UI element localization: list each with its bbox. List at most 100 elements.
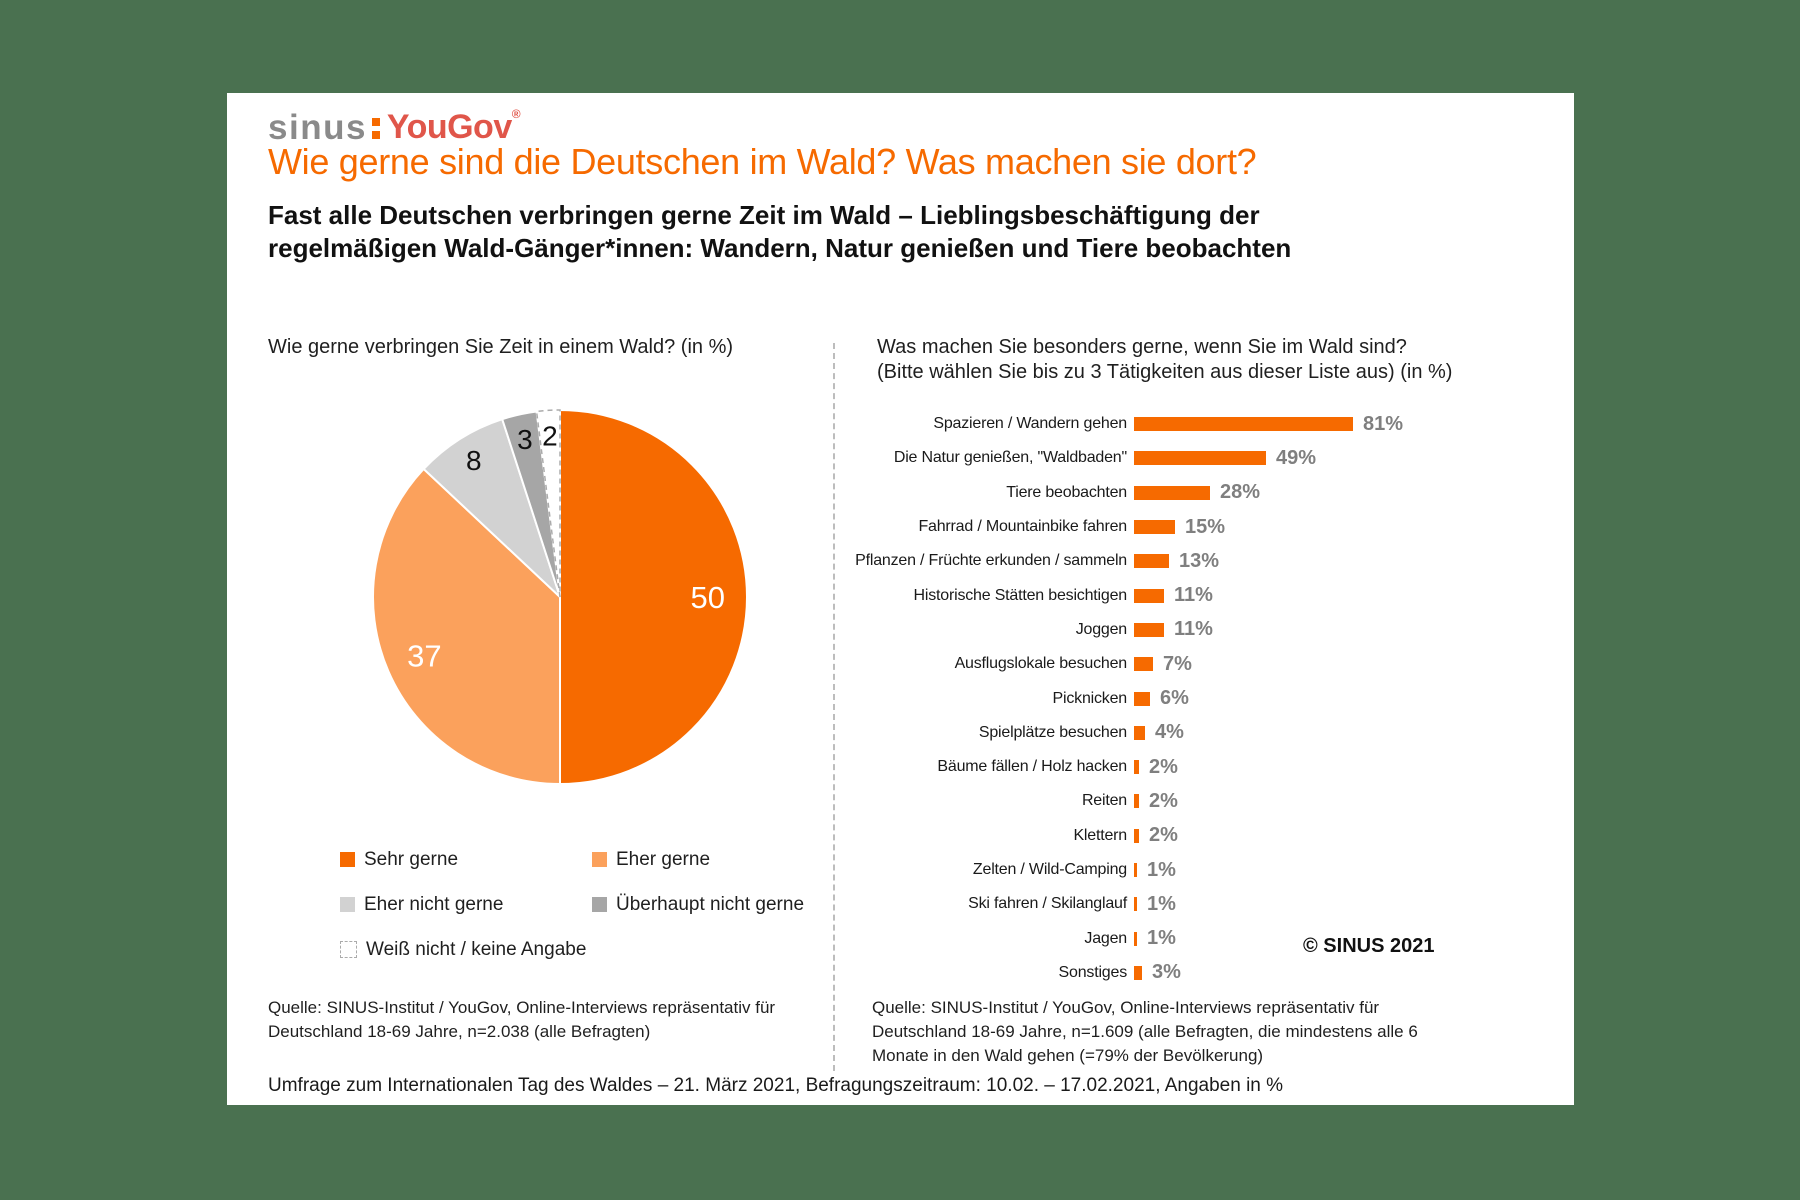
pie-slice-2	[422, 417, 561, 598]
legend-label-0: Sehr gerne	[364, 848, 459, 870]
pie-slice-label-3: 3	[517, 424, 533, 455]
bar-fill-7	[1134, 657, 1153, 672]
legend-label-2: Eher nicht gerne	[364, 893, 504, 915]
bar-row-3: Fahrrad / Mountainbike fahren 15%	[842, 510, 1552, 544]
legend-label-4: Weiß nicht / keine Angabe	[366, 938, 587, 960]
bar-fill-8	[1134, 691, 1150, 706]
bar-value-label-4: 13%	[1179, 549, 1220, 572]
bar-source-line-2: Deutschland 18-69 Jahre, n=1.609 (alle B…	[872, 1022, 1418, 1041]
bar-fill-13	[1134, 863, 1137, 877]
bar-fill-9	[1134, 725, 1145, 740]
bar-fill-1	[1134, 451, 1266, 466]
pie-source-line-2: Deutschland 18-69 Jahre, n=2.038 (alle B…	[268, 1022, 651, 1041]
bar-category-label-3: Fahrrad / Mountainbike fahren	[918, 518, 1127, 536]
bar-value-label-10: 2%	[1149, 755, 1178, 778]
pie-chart-svg: 50 37 8 3 2	[372, 408, 748, 786]
survey-footnote: Umfrage zum Internationalen Tag des Wald…	[268, 1075, 1284, 1096]
pie-source-line-1: Quelle: SINUS-Institut / YouGov, Online-…	[268, 998, 776, 1017]
infographic-card: sinus YouGov® Wie gerne sind die Deutsch…	[227, 93, 1574, 1105]
bar-row-0: Spazieren / Wandern gehen 81%	[842, 407, 1552, 441]
copyright-note: © SINUS 2021	[1303, 935, 1435, 957]
pie-slice-label-4: 2	[542, 421, 558, 452]
legend-item-2: Eher nicht gerne	[340, 894, 592, 916]
legend-swatch-2	[340, 897, 355, 912]
pie-slice-4	[535, 409, 561, 598]
bar-source-note: Quelle: SINUS-Institut / YouGov, Online-…	[872, 996, 1418, 1068]
bar-row-9: Spielplätze besuchen 4%	[842, 716, 1552, 750]
page-subtitle: Fast alle Deutschen verbringen gerne Zei…	[268, 199, 1291, 265]
legend-item-4: Weiß nicht / keine Angabe	[340, 939, 592, 961]
bar-fill-16	[1134, 965, 1142, 980]
pie-slice-label-2: 8	[466, 445, 482, 476]
bar-category-label-6: Joggen	[1075, 620, 1127, 638]
bar-fill-11	[1134, 794, 1139, 809]
bar-value-label-9: 4%	[1155, 721, 1184, 744]
legend-swatch-4	[340, 941, 357, 958]
bar-value-label-7: 7%	[1163, 652, 1192, 675]
bar-category-label-12: Klettern	[1073, 826, 1127, 844]
bar-category-label-2: Tiere beobachten	[1006, 483, 1127, 501]
bar-fill-4	[1134, 554, 1169, 569]
bar-category-label-10: Bäume fällen / Holz hacken	[937, 758, 1127, 776]
bar-row-12: Klettern 2%	[842, 819, 1552, 853]
pie-slice-0	[559, 408, 748, 786]
bar-row-10: Bäume fällen / Holz hacken 2%	[842, 750, 1552, 784]
legend-label-3: Überhaupt nicht gerne	[616, 893, 805, 915]
bar-row-14: Ski fahren / Skilanglauf 1%	[842, 887, 1552, 921]
bar-value-label-14: 1%	[1147, 892, 1176, 915]
bar-row-6: Joggen 11%	[842, 613, 1552, 647]
registered-mark: ®	[511, 107, 521, 121]
bar-value-label-11: 2%	[1149, 789, 1178, 812]
bar-category-label-4: Pflanzen / Früchte erkunden / sammeln	[855, 552, 1127, 570]
bar-category-label-8: Picknicken	[1052, 689, 1128, 707]
bar-row-4: Pflanzen / Früchte erkunden / sammeln 13%	[842, 544, 1552, 578]
bar-category-label-14: Ski fahren / Skilanglauf	[968, 895, 1127, 913]
bar-row-2: Tiere beobachten 28%	[842, 476, 1552, 510]
bar-value-label-15: 1%	[1147, 927, 1176, 950]
pie-legend: Sehr gerne Eher gerne Eher nicht gerne Über…	[340, 837, 804, 972]
sinus-logo-colon-icon	[371, 117, 380, 139]
subtitle-line-1: Fast alle Deutschen verbringen gerne Zei…	[268, 200, 1260, 230]
pie-slice-label-1: 37	[407, 639, 441, 674]
legend-swatch-1	[592, 852, 607, 867]
bar-row-13: Zelten / Wild-Camping 1%	[842, 853, 1552, 887]
sinus-logo-text: sinus	[268, 107, 367, 147]
bar-value-label-8: 6%	[1160, 687, 1189, 710]
legend-item-1: Eher gerne	[592, 849, 804, 871]
bar-fill-2	[1134, 485, 1210, 500]
pie-chart-question: Wie gerne verbringen Sie Zeit in einem W…	[268, 336, 734, 358]
bar-fill-5	[1134, 588, 1164, 603]
bar-value-label-0: 81%	[1363, 412, 1404, 435]
pie-source-note: Quelle: SINUS-Institut / YouGov, Online-…	[268, 996, 775, 1044]
bar-row-1: Die Natur genießen, "Waldbaden" 49%	[842, 441, 1552, 475]
pie-slice-3	[500, 410, 561, 598]
bar-row-16: Sonstiges 3%	[842, 956, 1552, 990]
legend-item-0: Sehr gerne	[340, 849, 592, 871]
bar-row-15: Jagen 1%	[842, 921, 1552, 955]
bar-fill-14	[1134, 897, 1137, 912]
bar-chart: Spazieren / Wandern gehen 81% Die Natur ge…	[842, 407, 1552, 990]
bar-value-label-2: 28%	[1220, 481, 1261, 504]
bar-chart-question: Was machen Sie besonders gerne, wenn Sie…	[877, 335, 1452, 385]
bar-fill-0	[1134, 417, 1353, 432]
bar-category-label-1: Die Natur genießen, "Waldbaden"	[893, 449, 1127, 467]
legend-swatch-0	[340, 852, 355, 867]
bar-row-8: Picknicken 6%	[842, 681, 1552, 715]
bar-source-line-3: Monate in den Wald gehen (=79% der Bevöl…	[872, 1046, 1264, 1065]
bar-value-label-16: 3%	[1152, 961, 1181, 984]
bar-value-label-3: 15%	[1185, 515, 1226, 538]
bar-category-label-11: Reiten	[1081, 792, 1127, 810]
bar-value-label-12: 2%	[1149, 824, 1178, 847]
bar-fill-10	[1134, 760, 1139, 775]
bar-fill-12	[1134, 828, 1139, 843]
bar-category-label-13: Zelten / Wild-Camping	[972, 861, 1127, 878]
legend-item-3: Überhaupt nicht gerne	[592, 894, 804, 916]
bar-category-label-5: Historische Stätten besichtigen	[913, 586, 1128, 604]
bar-category-label-7: Ausflugslokale besuchen	[954, 655, 1128, 673]
legend-swatch-3	[592, 897, 607, 912]
bar-category-label-0: Spazieren / Wandern gehen	[933, 415, 1127, 433]
bar-category-label-9: Spielplätze besuchen	[978, 723, 1127, 741]
bar-fill-3	[1134, 520, 1175, 535]
subtitle-line-2: regelmäßigen Wald-Gänger*innen: Wandern,…	[268, 233, 1292, 263]
